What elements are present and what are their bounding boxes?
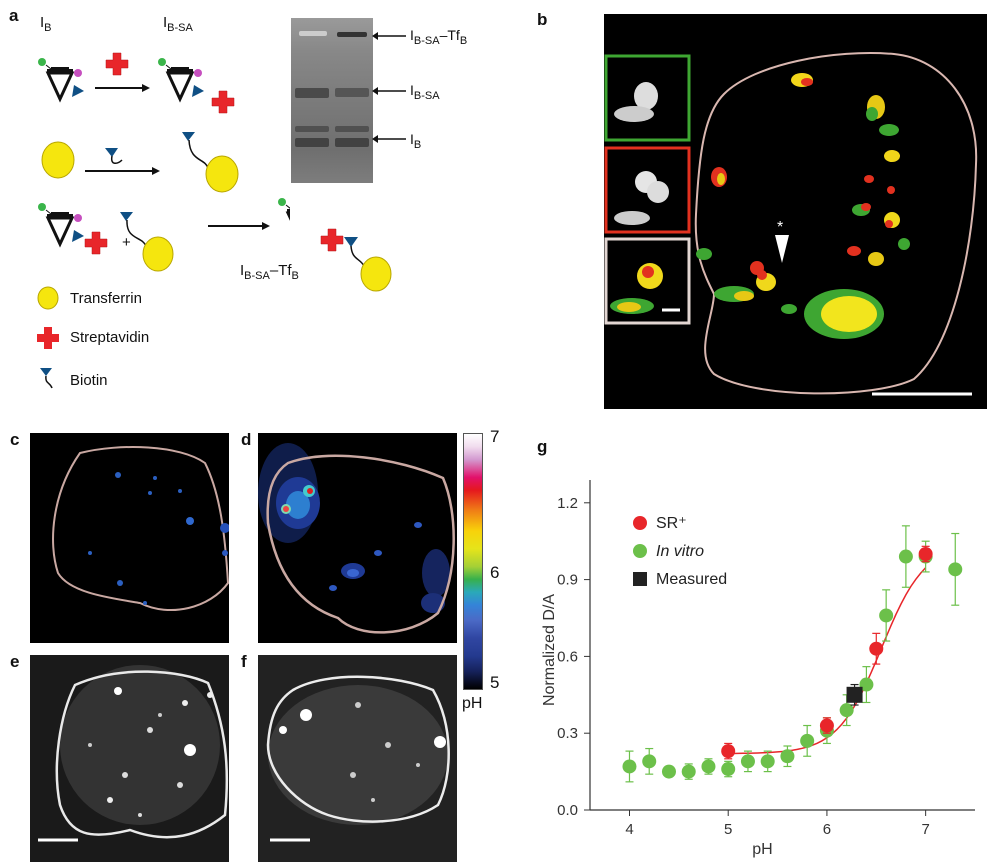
legend-marker <box>633 516 647 530</box>
data-point-in-vitro <box>898 549 913 564</box>
panel-label-c: c <box>10 430 20 449</box>
panel-label-g: g <box>537 437 548 456</box>
data-point-in-vitro <box>622 759 637 774</box>
legend-marker <box>633 572 647 586</box>
legend-transferrin: Transferrin <box>70 290 142 307</box>
plus-sign: + <box>122 234 131 251</box>
legend-label: Measured <box>656 571 727 588</box>
colorbar-unit: pH <box>462 695 483 712</box>
legend-label: SR⁺ <box>656 515 687 532</box>
red-cross-icon <box>37 327 59 349</box>
colorbar-tick-7: 7 <box>490 427 500 446</box>
x-tick-label: 5 <box>724 821 732 838</box>
panel-label-b: b <box>537 10 548 29</box>
streptavidin-icon <box>105 52 129 76</box>
panel-a-product <box>320 228 392 292</box>
ph-colorbar <box>463 433 483 690</box>
data-point-in-vitro <box>740 754 755 769</box>
data-point-in-vitro <box>879 608 894 623</box>
panel-a-scheme <box>38 52 290 272</box>
data-point-in-vitro <box>661 764 676 779</box>
y-tick-label: 1.2 <box>557 495 578 512</box>
arrowhead-marker <box>775 235 789 263</box>
yellow-circle-icon <box>37 286 59 310</box>
label-ibsa: IB-SA <box>163 14 193 34</box>
y-tick-label: 0.9 <box>557 572 578 589</box>
transferrin-icon <box>41 141 75 179</box>
panel-d-micrograph <box>258 433 457 643</box>
label-product: IB-SA–TfB <box>240 262 299 282</box>
label-ib: IB <box>40 14 52 34</box>
gel-label-ib: IB <box>410 131 422 151</box>
y-axis-label: Normalized D/A <box>541 594 558 706</box>
data-point-in-vitro <box>701 759 716 774</box>
dna-tetrahedron-icon <box>158 58 204 101</box>
gel-label-product: IB-SA–TfB <box>410 27 468 47</box>
legend-label: In vitro <box>656 543 704 560</box>
data-point-in-vitro <box>948 562 963 577</box>
data-point-sr <box>819 718 834 733</box>
y-tick-label: 0.0 <box>557 802 578 819</box>
gel-image <box>291 18 373 183</box>
data-point-measured <box>846 686 863 703</box>
biotin-icon <box>40 368 53 389</box>
data-point-in-vitro <box>839 703 854 718</box>
data-point-in-vitro <box>859 677 874 692</box>
panel-label-d: d <box>241 430 252 449</box>
data-point-in-vitro <box>721 762 736 777</box>
data-point-in-vitro <box>681 764 696 779</box>
gel-arrows <box>372 32 406 143</box>
y-tick-label: 0.3 <box>557 725 578 742</box>
data-point-in-vitro <box>780 749 795 764</box>
asterisk-marker: * <box>777 219 783 236</box>
panel-label-f: f <box>241 652 247 671</box>
data-point-sr <box>721 744 736 759</box>
x-tick-label: 4 <box>625 821 633 838</box>
panel-c-micrograph <box>30 433 229 643</box>
x-tick-label: 7 <box>921 821 929 838</box>
panel-e-micrograph <box>30 655 229 862</box>
legend-marker <box>633 544 647 558</box>
x-axis-label: pH <box>752 841 772 858</box>
y-tick-label: 0.6 <box>557 648 578 665</box>
panel-f-micrograph <box>258 655 457 862</box>
panel-b-micrograph: * <box>604 14 987 409</box>
panel-label-e: e <box>10 652 20 671</box>
gel-label-ibsa: IB-SA <box>410 82 440 102</box>
data-point-sr <box>918 547 933 561</box>
data-point-in-vitro <box>760 754 775 769</box>
x-tick-label: 6 <box>823 821 831 838</box>
colorbar-tick-5: 5 <box>490 673 500 692</box>
data-point-sr <box>869 641 884 656</box>
data-point-in-vitro <box>642 754 657 769</box>
legend-biotin: Biotin <box>70 372 108 389</box>
legend-streptavidin: Streptavidin <box>70 329 150 346</box>
colorbar-tick-6: 6 <box>490 563 500 582</box>
data-point-in-vitro <box>800 733 815 748</box>
panel-label-a: a <box>9 6 19 25</box>
ph-calibration-chart: 0.0 0.3 0.6 0.9 1.2 4 5 6 7 pH Normalized D/A SR⁺ In… <box>541 480 975 858</box>
dna-tetrahedron-icon <box>38 58 84 101</box>
